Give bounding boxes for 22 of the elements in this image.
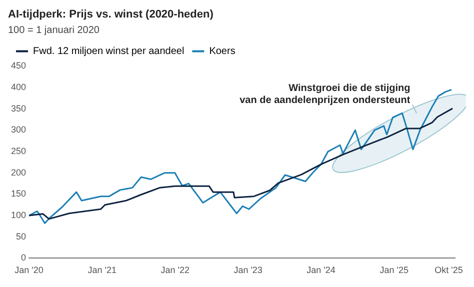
x-tick-label: Jan '22 [160, 265, 190, 276]
chart-subtitle: 100 = 1 januari 2020 [8, 24, 100, 36]
y-tick-label: 200 [10, 167, 26, 178]
x-tick-label: Jan '25 [380, 265, 409, 276]
x-tick-label: Jan '20 [14, 265, 44, 276]
y-tick-label: 0 [21, 252, 26, 263]
y-tick-label: 350 [10, 103, 26, 114]
y-tick-label: 150 [10, 188, 26, 199]
y-tick-label: 250 [10, 146, 26, 156]
x-tick-label: Jan '24 [306, 265, 336, 276]
annotation: Winstgroei die de stijging van de aandelenprijzen ondersteunt [240, 83, 410, 108]
y-tick-label: 400 [10, 82, 26, 92]
y-tick-label: 300 [10, 124, 26, 135]
chart-title: AI-tijdperk: Prijs vs. winst (2020-heden) [8, 8, 214, 21]
legend-label: Fwd. 12 miljoen winst per aandeel [33, 46, 184, 57]
x-tick-label: Jan '21 [88, 265, 117, 276]
y-tick-label: 50 [16, 231, 26, 242]
x-tick-label: Jan '23 [234, 265, 262, 276]
legend-label: Koers [209, 46, 236, 57]
y-tick-label: 100 [10, 210, 26, 220]
y-tick-label: 450 [10, 60, 26, 71]
x-tick-label: Okt '25 [434, 265, 463, 276]
